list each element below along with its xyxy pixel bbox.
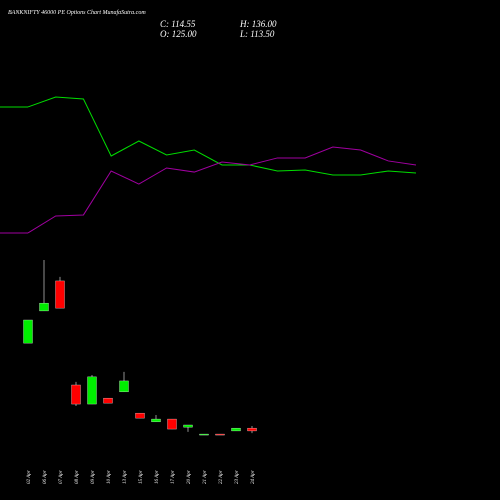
x-tick-label: 24 Apr — [251, 470, 256, 484]
candle-body — [135, 412, 145, 419]
candle-body — [119, 380, 129, 393]
x-tick-label: 06 Apr — [43, 470, 48, 484]
candle-body — [39, 302, 49, 312]
x-tick-label: 02 Apr — [27, 470, 32, 484]
x-tick-label: 10 Apr — [107, 470, 112, 484]
candle-body — [167, 418, 177, 430]
close-label: C: 114.55 — [160, 19, 196, 29]
candle-body — [231, 427, 241, 432]
high-label: H: 136.00 — [239, 19, 277, 29]
open-label: O: 125.00 — [160, 29, 197, 39]
candle-body — [23, 319, 33, 344]
chart-title: BANKNIFTY 46000 PE Options Chart MunafaS… — [8, 9, 146, 16]
x-tick-label: 15 Apr — [139, 470, 144, 484]
candle-body — [151, 418, 161, 423]
low-label: L: 113.50 — [239, 29, 275, 39]
candle-body — [55, 280, 65, 309]
candle-body — [247, 427, 257, 432]
x-tick-label: 22 Apr — [219, 470, 224, 484]
x-tick-label: 09 Apr — [91, 470, 96, 484]
candle-body — [199, 433, 209, 436]
x-tick-label: 16 Apr — [155, 470, 160, 484]
x-tick-label: 08 Apr — [75, 470, 80, 484]
candle-body — [87, 376, 97, 405]
x-tick-label: 23 Apr — [235, 470, 240, 484]
candle-body — [215, 433, 225, 436]
candle-body — [103, 397, 113, 404]
x-tick-label: 17 Apr — [171, 470, 176, 484]
candle-body — [71, 384, 81, 405]
line-series — [27, 96, 417, 176]
candle-body — [183, 424, 193, 428]
x-tick-label: 07 Apr — [59, 470, 64, 484]
x-tick-label: 21 Apr — [203, 470, 208, 484]
x-tick-label: 13 Apr — [123, 470, 128, 484]
x-tick-label: 20 Apr — [187, 470, 192, 484]
line-series — [27, 146, 417, 234]
